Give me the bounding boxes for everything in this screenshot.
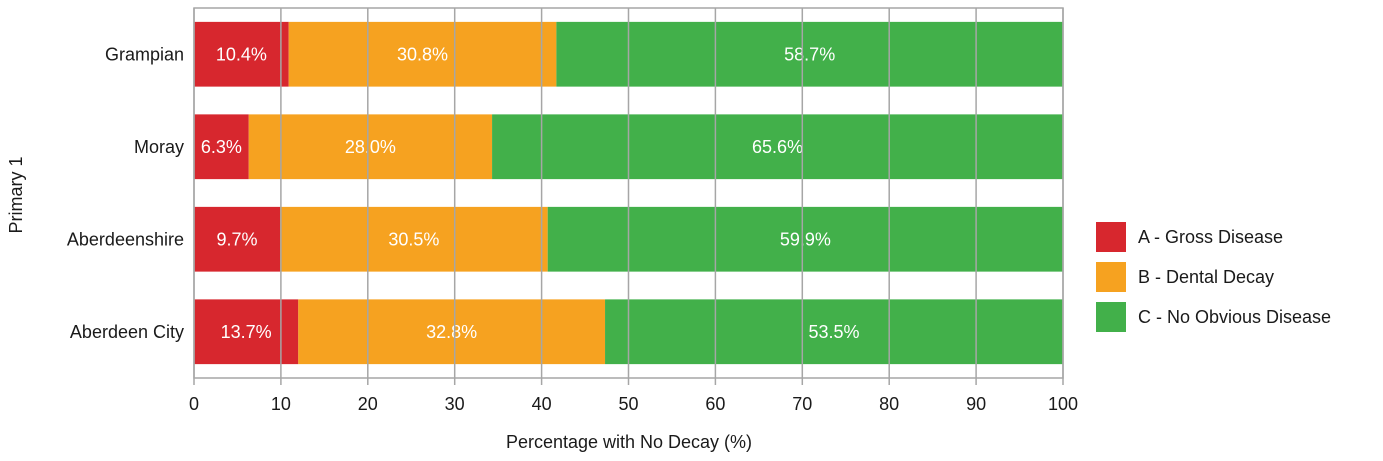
y-tick-label: Aberdeen City xyxy=(70,322,184,342)
x-tick-labels: 0 10 20 30 40 50 60 70 80 90 100 xyxy=(189,394,1078,414)
data-label: 58.7% xyxy=(784,44,835,64)
x-tick-label: 10 xyxy=(271,394,291,414)
y-tick-label: Aberdeenshire xyxy=(67,229,184,249)
x-tick-label: 40 xyxy=(532,394,552,414)
data-label: 59.9% xyxy=(780,229,831,249)
data-label: 28.0% xyxy=(345,137,396,157)
legend-label: C - No Obvious Disease xyxy=(1138,307,1331,327)
x-tick-label: 80 xyxy=(879,394,899,414)
data-label: 32.8% xyxy=(426,322,477,342)
data-label: 30.8% xyxy=(397,44,448,64)
data-label: 53.5% xyxy=(808,322,859,342)
legend-swatch xyxy=(1096,262,1126,292)
x-tick-label: 30 xyxy=(445,394,465,414)
y-axis-title: Primary 1 xyxy=(6,156,26,233)
y-tick-label: Moray xyxy=(134,137,184,157)
x-axis-title: Percentage with No Decay (%) xyxy=(506,432,752,452)
data-label: 65.6% xyxy=(752,137,803,157)
data-label: 6.3% xyxy=(201,137,242,157)
y-tick-labels: Grampian Moray Aberdeenshire Aberdeen City xyxy=(67,44,184,342)
x-tick-label: 70 xyxy=(792,394,812,414)
x-tick-label: 60 xyxy=(705,394,725,414)
x-tick-label: 50 xyxy=(618,394,638,414)
data-label: 10.4% xyxy=(216,44,267,64)
x-tick-label: 0 xyxy=(189,394,199,414)
legend-label: B - Dental Decay xyxy=(1138,267,1274,287)
x-tick-label: 100 xyxy=(1048,394,1078,414)
x-tick-label: 90 xyxy=(966,394,986,414)
x-tick-label: 20 xyxy=(358,394,378,414)
data-label: 13.7% xyxy=(221,322,272,342)
legend-swatch xyxy=(1096,302,1126,332)
legend: A - Gross Disease B - Dental Decay C - No … xyxy=(1096,222,1331,332)
data-label: 30.5% xyxy=(388,229,439,249)
legend-label: A - Gross Disease xyxy=(1138,227,1283,247)
y-tick-label: Grampian xyxy=(105,44,184,64)
data-label: 9.7% xyxy=(216,229,257,249)
legend-swatch xyxy=(1096,222,1126,252)
